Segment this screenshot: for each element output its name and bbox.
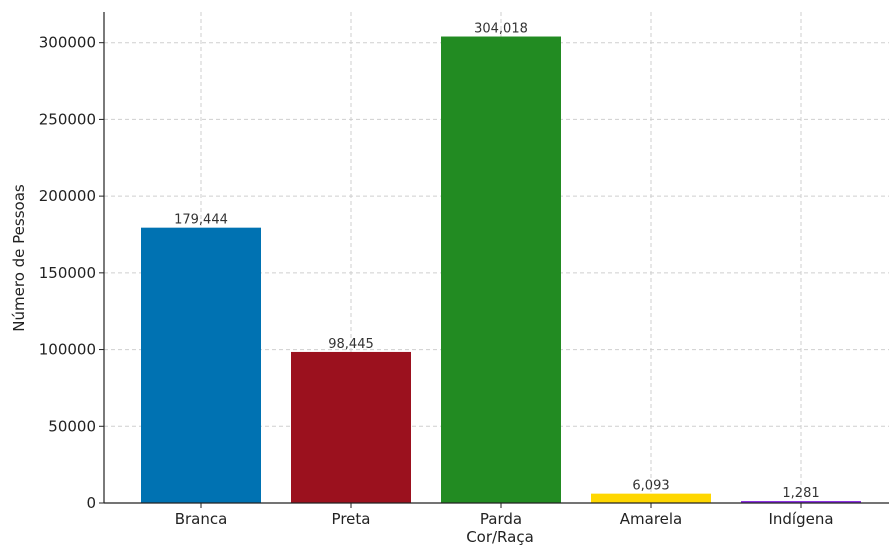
data-label: 1,281: [782, 486, 819, 501]
y-tick-label: 250000: [39, 110, 96, 128]
bar-preta: [291, 351, 411, 503]
y-tick-label: 50000: [48, 417, 96, 435]
y-tick-label: 200000: [39, 187, 96, 205]
data-label: 179,444: [174, 213, 228, 228]
data-labels: 179,444 98,445 304,018 6,093 1,281: [174, 22, 819, 502]
bar-parda: [441, 36, 561, 504]
bar-branca: [141, 227, 261, 503]
y-tick-label: 150000: [39, 264, 96, 282]
axes: [103, 12, 889, 504]
data-label: 6,093: [632, 479, 669, 494]
bars: [141, 36, 861, 504]
data-label: 304,018: [474, 22, 528, 37]
y-tick-label: 100000: [39, 341, 96, 359]
x-tick-label: Branca: [175, 510, 228, 528]
x-tick-labels: Branca Preta Parda Amarela Indígena: [175, 503, 834, 528]
y-tick-labels: 0 50000 100000 150000 200000 250000 300000: [39, 34, 104, 512]
data-label: 98,445: [328, 337, 374, 352]
x-tick-label: Preta: [332, 510, 371, 528]
y-tick-label: 300000: [39, 34, 96, 52]
y-tick-label: 0: [86, 494, 96, 512]
y-axis-title: Número de Pessoas: [10, 184, 28, 332]
x-tick-label: Amarela: [620, 510, 683, 528]
x-tick-label: Parda: [480, 510, 522, 528]
x-tick-label: Indígena: [768, 510, 833, 528]
bar-amarela: [591, 493, 711, 503]
bar-indígena: [741, 501, 861, 503]
x-axis-title: Cor/Raça: [466, 528, 534, 546]
